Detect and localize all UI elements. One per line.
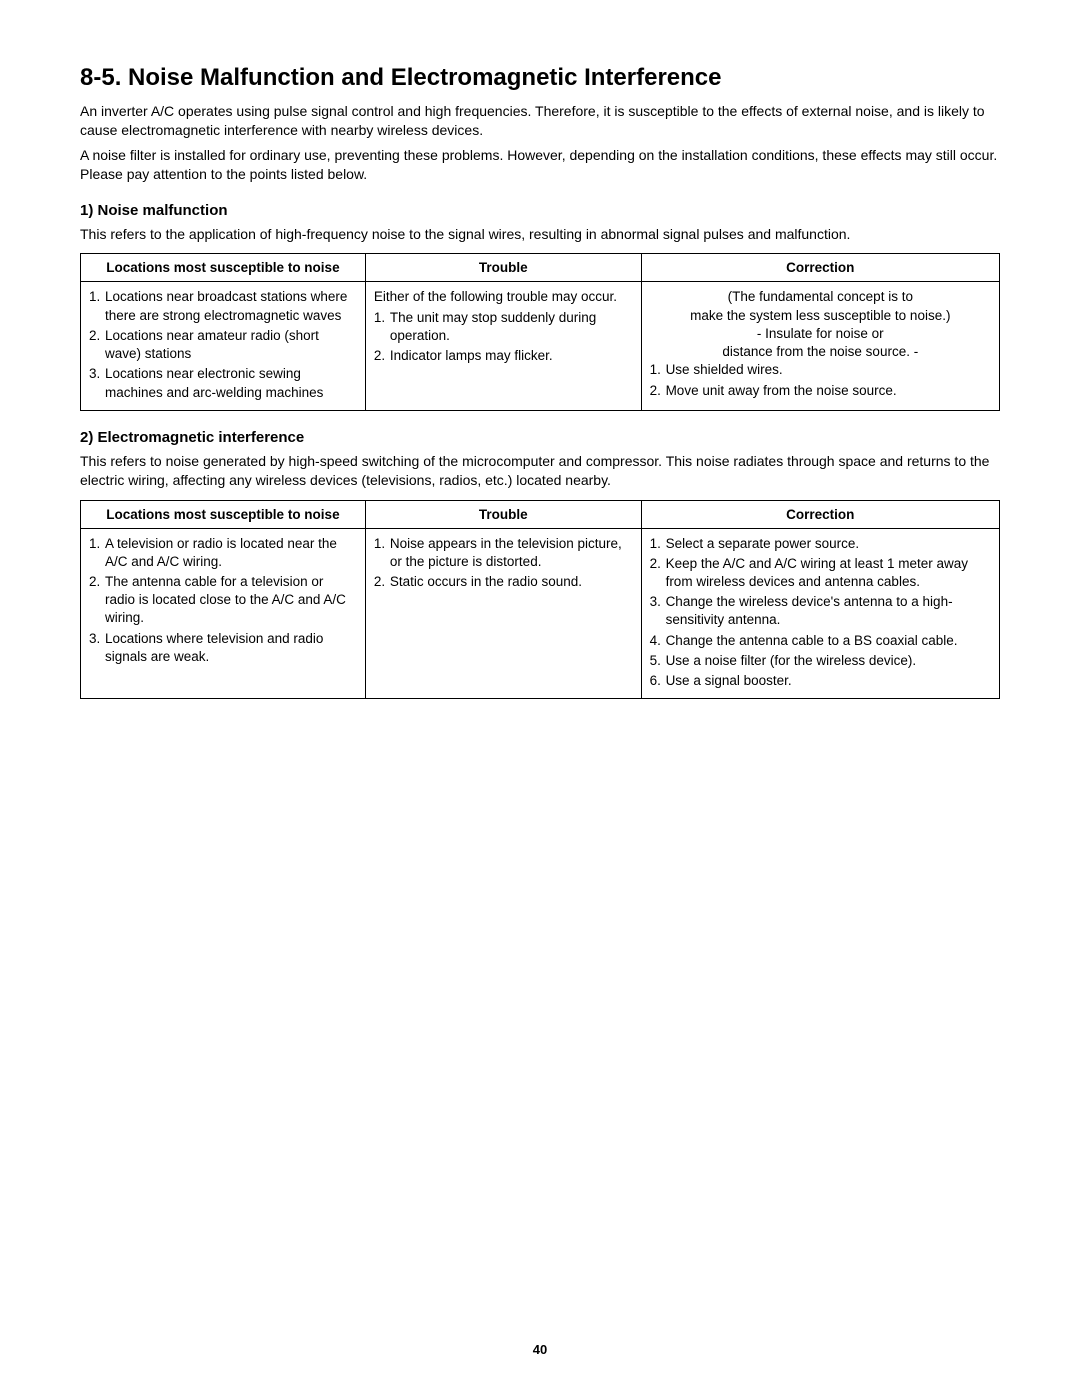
list-item: 1. Noise appears in the television pictu… [374,535,633,571]
list-item-text: Locations where television and radio sig… [105,630,357,666]
text-line: (The fundamental concept is to [650,288,991,306]
section-2-description: This refers to noise generated by high-s… [80,452,1000,490]
section-1-heading: 1) Noise malfunction [80,202,1000,219]
locations-cell: 1. A television or radio is located near… [81,528,366,699]
list-item: 1. The unit may stop suddenly during ope… [374,309,633,345]
list-item-number: 1. [89,288,105,324]
list-item-text: Locations near electronic sewing machine… [105,365,357,401]
list-item-number: 2. [89,573,105,628]
list-item-number: 4. [650,632,666,650]
list-item: 2. Static occurs in the radio sound. [374,573,633,591]
list-item: 2. Indicator lamps may flicker. [374,347,633,365]
list-item-number: 3. [650,593,666,629]
list-item-text: Noise appears in the television picture,… [390,535,633,571]
correction-cell: 1. Select a separate power source.2. Kee… [641,528,999,699]
page-title: 8-5. Noise Malfunction and Electromagnet… [80,64,1000,92]
list-item: 4. Change the antenna cable to a BS coax… [650,632,991,650]
intro-paragraph-2: A noise filter is installed for ordinary… [80,146,1000,184]
list-item-number: 2. [89,327,105,363]
emi-table: Locations most susceptible to noise Trou… [80,500,1000,700]
list-item-text: Move unit away from the noise source. [666,382,991,400]
noise-malfunction-table: Locations most susceptible to noise Trou… [80,253,1000,410]
list-item: 5. Use a noise filter (for the wireless … [650,652,991,670]
list-item-text: Use a signal booster. [666,672,991,690]
list-item-text: Use a noise filter (for the wireless dev… [666,652,991,670]
list-item: 3. Change the wireless device's antenna … [650,593,991,629]
list-item: 2. Move unit away from the noise source. [650,382,991,400]
list-item-number: 2. [374,573,390,591]
list-item-text: The unit may stop suddenly during operat… [390,309,633,345]
list-item-number: 1. [374,535,390,571]
table-header: Trouble [365,254,641,282]
list-item: 1. A television or radio is located near… [89,535,357,571]
list-item-text: Change the wireless device's antenna to … [666,593,991,629]
list-item-number: 2. [374,347,390,365]
list-item: 2. Keep the A/C and A/C wiring at least … [650,555,991,591]
document-page: 8-5. Noise Malfunction and Electromagnet… [0,0,1080,1397]
table-header: Locations most susceptible to noise [81,254,366,282]
list-item-text: Change the antenna cable to a BS coaxial… [666,632,991,650]
list-item: 1. Select a separate power source. [650,535,991,553]
list-item-text: Indicator lamps may flicker. [390,347,633,365]
trouble-cell: 1. Noise appears in the television pictu… [365,528,641,699]
list-item-number: 3. [89,365,105,401]
list-item-text: Use shielded wires. [666,361,991,379]
list-item-number: 6. [650,672,666,690]
correction-list: 1. Use shielded wires.2. Move unit away … [650,361,991,399]
list-item-number: 1. [650,361,666,379]
list-item-text: Either of the following trouble may occu… [374,288,633,306]
list-item: Either of the following trouble may occu… [374,288,633,306]
table-row: 1. A television or radio is located near… [81,528,1000,699]
list-item-text: Keep the A/C and A/C wiring at least 1 m… [666,555,991,591]
text-line: - Insulate for noise or [650,325,991,343]
section-1-description: This refers to the application of high-f… [80,225,1000,244]
list-item-number: 1. [374,309,390,345]
list-item-number: 3. [89,630,105,666]
table-header: Correction [641,254,999,282]
intro-paragraph-1: An inverter A/C operates using pulse sig… [80,102,1000,140]
list-item-text: Static occurs in the radio sound. [390,573,633,591]
list-item-number: 5. [650,652,666,670]
list-item-number: 1. [650,535,666,553]
table-header: Locations most susceptible to noise [81,500,366,528]
list-item-text: Locations near amateur radio (short wave… [105,327,357,363]
list-item-text: Locations near broadcast stations where … [105,288,357,324]
page-number: 40 [0,1342,1080,1357]
table-header: Trouble [365,500,641,528]
list-item-text: The antenna cable for a television or ra… [105,573,357,628]
list-item: 3. Locations where television and radio … [89,630,357,666]
list-item-number: 2. [650,555,666,591]
trouble-cell: Either of the following trouble may occu… [365,282,641,410]
table-row: 1. Locations near broadcast stations whe… [81,282,1000,410]
list-item-number: 1. [89,535,105,571]
list-item-text: Select a separate power source. [666,535,991,553]
locations-cell: 1. Locations near broadcast stations whe… [81,282,366,410]
table-header: Correction [641,500,999,528]
list-item: 1. Use shielded wires. [650,361,991,379]
list-item: 1. Locations near broadcast stations whe… [89,288,357,324]
correction-note: (The fundamental concept is tomake the s… [650,288,991,361]
text-line: make the system less susceptible to nois… [650,307,991,325]
list-item: 2. The antenna cable for a television or… [89,573,357,628]
list-item: 6. Use a signal booster. [650,672,991,690]
list-item: 2. Locations near amateur radio (short w… [89,327,357,363]
list-item: 3. Locations near electronic sewing mach… [89,365,357,401]
section-2-heading: 2) Electromagnetic interference [80,429,1000,446]
text-line: distance from the noise source. - [650,343,991,361]
correction-cell: (The fundamental concept is tomake the s… [641,282,999,410]
list-item-text: A television or radio is located near th… [105,535,357,571]
list-item-number: 2. [650,382,666,400]
